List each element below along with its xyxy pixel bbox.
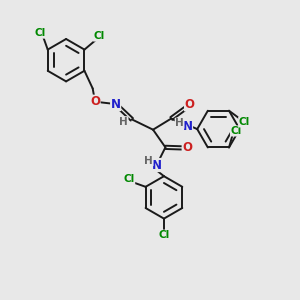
- Text: Cl: Cl: [94, 31, 105, 41]
- Text: Cl: Cl: [34, 28, 45, 38]
- Text: Cl: Cl: [239, 117, 250, 127]
- Text: Cl: Cl: [158, 230, 169, 240]
- Text: Cl: Cl: [230, 126, 242, 136]
- Text: O: O: [90, 95, 100, 108]
- Text: H: H: [144, 156, 153, 166]
- Text: N: N: [182, 120, 193, 133]
- Text: O: O: [184, 98, 195, 111]
- Text: H: H: [175, 118, 184, 128]
- Text: N: N: [111, 98, 121, 111]
- Text: Cl: Cl: [124, 174, 135, 184]
- Text: H: H: [119, 117, 128, 127]
- Text: N: N: [152, 158, 162, 172]
- Text: O: O: [182, 141, 192, 154]
